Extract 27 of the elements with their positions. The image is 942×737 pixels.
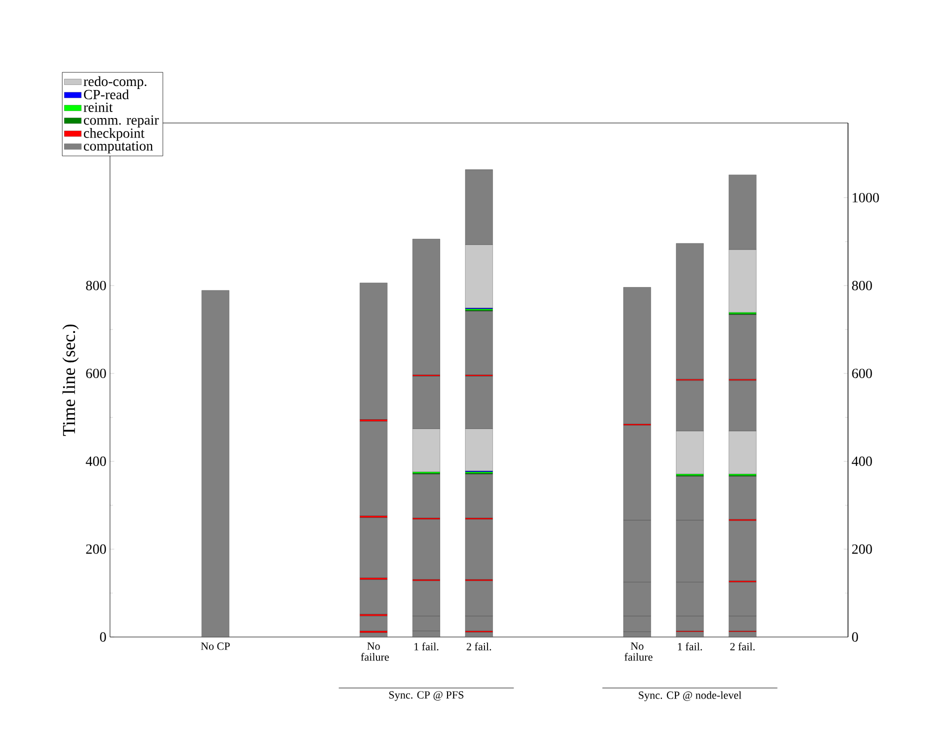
legend-label: computation xyxy=(84,141,153,154)
y2-tick-label: 400 xyxy=(852,456,872,466)
y-tick-label: 600 xyxy=(86,368,106,378)
text: Sync. CP @ node-level xyxy=(638,691,742,702)
x-tick-label: No failure xyxy=(624,642,652,661)
x-tick-label: 1 fail. xyxy=(678,642,702,650)
y-axis-title: Time line (sec.) xyxy=(62,324,79,436)
y-tick-label: 400 xyxy=(86,456,106,466)
legend-label: CP-read xyxy=(84,89,129,100)
x-tick-label: 2 fail. xyxy=(466,642,492,650)
x-tick-label: 1 fail. xyxy=(414,642,438,650)
y2-tick-label: 800 xyxy=(852,280,872,290)
legend-label: checkpoint xyxy=(84,128,144,141)
y2-tick-label: 1000 xyxy=(852,192,879,202)
x-tick-label: 2 fail. xyxy=(730,642,755,650)
legend-label: comm. repair xyxy=(84,115,159,128)
x-tick-label: No CP xyxy=(200,642,230,650)
legend-label: redo-comp. xyxy=(84,76,146,89)
x-tick-label: No failure xyxy=(360,642,389,661)
y-tick-label: 200 xyxy=(86,544,106,554)
y-tick-label: 0 xyxy=(100,632,106,642)
text: Sync. CP @ PFS xyxy=(389,691,464,701)
legend-label: reinit xyxy=(84,102,113,112)
y2-tick-label: 200 xyxy=(852,544,872,554)
y2-tick-label: 600 xyxy=(852,368,872,378)
y-tick-label: 800 xyxy=(86,280,106,290)
y2-tick-label: 0 xyxy=(852,632,858,642)
